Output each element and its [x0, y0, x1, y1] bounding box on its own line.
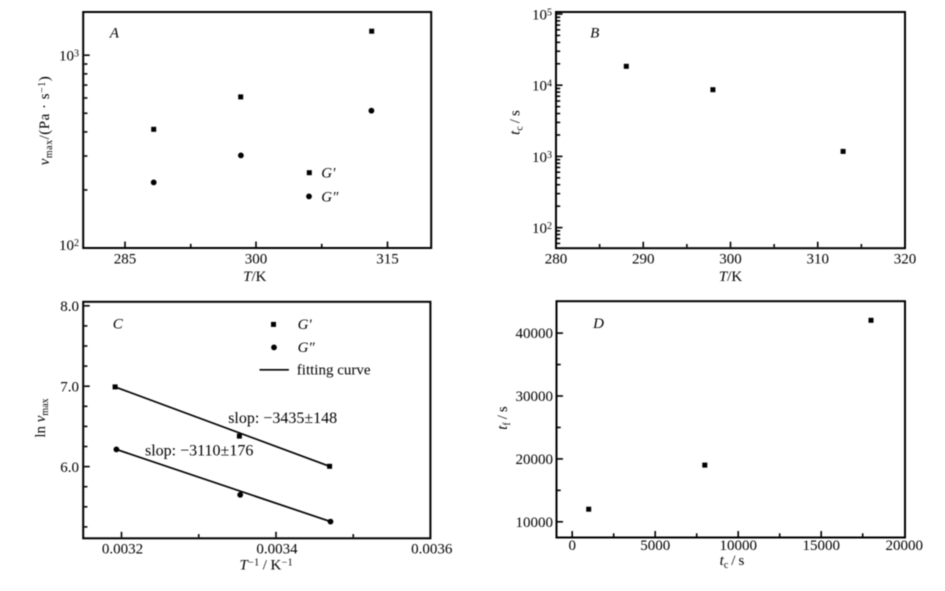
svg-text:0.0036: 0.0036	[411, 542, 453, 558]
svg-text:tc / s: tc / s	[507, 110, 525, 135]
svg-text:30000: 30000	[516, 389, 554, 405]
svg-text:vmax/(Pa · s−1): vmax/(Pa · s−1)	[37, 76, 55, 166]
svg-text:315: 315	[376, 252, 399, 268]
svg-text:fitting curve: fitting curve	[297, 362, 371, 378]
svg-text:0.0032: 0.0032	[102, 542, 143, 558]
svg-text:T−1 / K−1: T−1 / K−1	[240, 558, 293, 574]
svg-text:20000: 20000	[885, 538, 923, 554]
svg-text:D: D	[592, 316, 604, 332]
svg-text:G': G'	[298, 317, 313, 333]
svg-text:285: 285	[114, 252, 137, 268]
svg-text:290: 290	[632, 252, 655, 268]
svg-text:320: 320	[894, 252, 917, 268]
svg-text:slop: −3435±148: slop: −3435±148	[228, 410, 337, 427]
svg-text:A: A	[109, 26, 120, 42]
svg-text:7.0: 7.0	[60, 379, 79, 395]
svg-text:300: 300	[719, 252, 742, 268]
svg-text:T/K: T/K	[719, 269, 743, 285]
svg-text:0: 0	[568, 538, 576, 554]
svg-text:G': G'	[321, 166, 336, 182]
svg-text:tc / s: tc / s	[720, 553, 745, 571]
svg-text:310: 310	[807, 252, 830, 268]
svg-text:G″: G″	[298, 340, 316, 356]
svg-text:20000: 20000	[516, 452, 554, 468]
svg-text:10000: 10000	[516, 515, 554, 531]
svg-text:8.0: 8.0	[60, 299, 79, 315]
svg-text:slop: −3110±176: slop: −3110±176	[145, 442, 253, 459]
svg-text:tf / s: tf / s	[495, 406, 513, 430]
svg-text:300: 300	[245, 252, 268, 268]
svg-text:280: 280	[545, 252, 568, 268]
svg-text:T/K: T/K	[243, 269, 267, 285]
svg-text:10000: 10000	[719, 538, 757, 554]
svg-text:B: B	[590, 26, 599, 42]
svg-text:C: C	[113, 317, 124, 333]
svg-text:6.0: 6.0	[60, 460, 79, 476]
svg-text:5000: 5000	[640, 538, 670, 554]
svg-text:40000: 40000	[516, 326, 554, 342]
svg-text:15000: 15000	[802, 538, 840, 554]
svg-text:G″: G″	[321, 189, 339, 205]
svg-text:0.0034: 0.0034	[256, 542, 298, 558]
